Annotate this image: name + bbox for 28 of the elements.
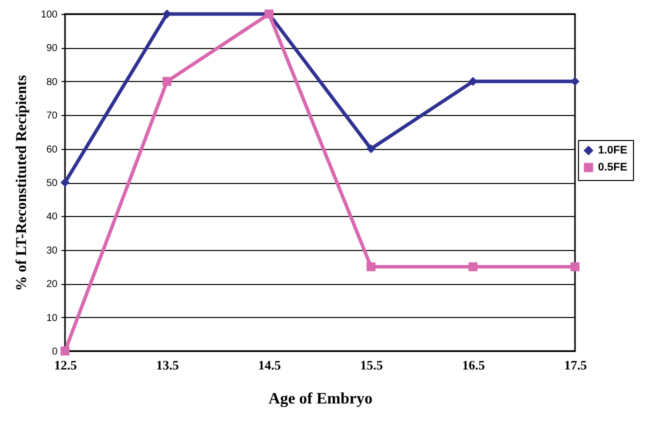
y-axis-title: % of LT-Reconstituted Recipients (14, 74, 30, 291)
point (366, 144, 376, 154)
x-tick-label: 17.5 (564, 358, 588, 372)
x-tick-label: 12.5 (54, 358, 78, 372)
x-tick-label: 15.5 (360, 358, 384, 372)
y-tick-label: 0 (52, 346, 58, 358)
point (366, 262, 376, 272)
y-tick-label: 50 (46, 178, 58, 189)
y-tick-label: 80 (46, 76, 58, 88)
y-tick-label: 30 (46, 245, 58, 256)
point (60, 346, 70, 356)
y-tick-label: 70 (46, 110, 58, 122)
point (570, 262, 580, 272)
x-tick-label: 16.5 (462, 358, 486, 372)
x-tick-label: 13.5 (156, 358, 180, 372)
legend-label: 1.0FE (598, 144, 628, 156)
x-tick-label: 14.5 (258, 358, 282, 372)
point (468, 262, 478, 272)
point (60, 178, 70, 187)
legend-label: 0.5FE (598, 162, 628, 174)
y-tick-label: 40 (46, 212, 58, 223)
y-tick-label: 100 (40, 10, 58, 20)
y-tick-label: 20 (46, 279, 58, 290)
point (162, 76, 172, 86)
y-tick-label: 10 (46, 312, 58, 324)
y-tick-label: 60 (46, 144, 58, 156)
x-axis-title: Age of Embryo (268, 390, 372, 408)
y-tick-label: 90 (46, 43, 58, 54)
